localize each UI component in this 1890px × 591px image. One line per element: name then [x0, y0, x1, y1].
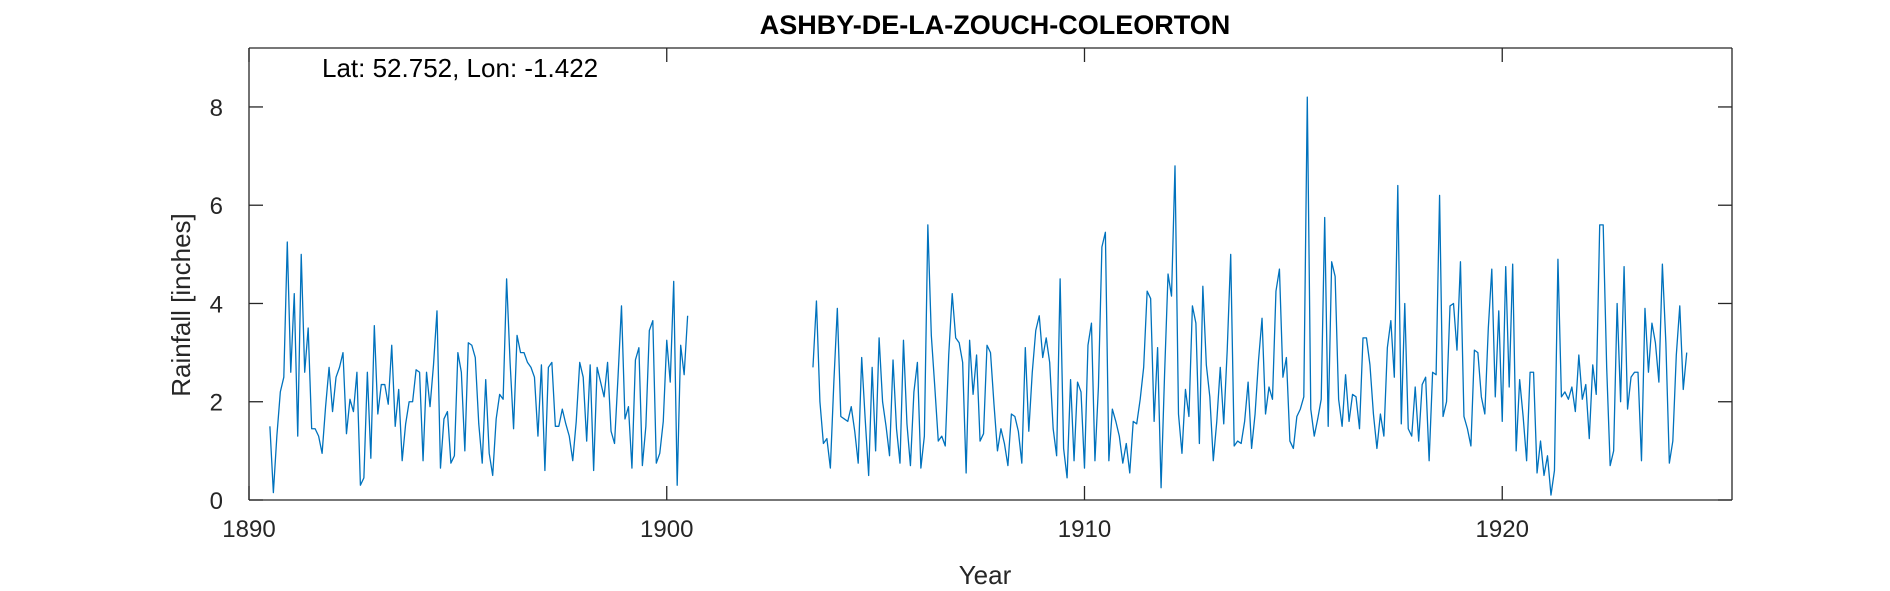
y-tick-label: 8: [210, 95, 223, 122]
series-line-segment: [269, 241, 689, 494]
y-tick-label: 2: [210, 390, 223, 417]
y-tick-label: 0: [210, 488, 223, 515]
x-tick-label: 1920: [1476, 516, 1529, 543]
axes-box: [248, 47, 1733, 501]
chart-title: ASHBY-DE-LA-ZOUCH-COLEORTON: [760, 10, 1230, 40]
x-tick-label: 1890: [222, 516, 275, 543]
y-tick-label: 4: [210, 291, 223, 318]
y-axis-label: Rainfall [inches]: [166, 213, 196, 397]
x-tick-label: 1900: [640, 516, 693, 543]
x-tick-label: 1910: [1058, 516, 1111, 543]
series-line-segment: [812, 96, 1688, 496]
tick-labels: 1890 1900 1910 1920 0 2 4 6 8: [210, 95, 1529, 543]
axis-ticks: [248, 48, 1732, 501]
location-annotation: Lat: 52.752, Lon: -1.422: [322, 53, 598, 83]
x-axis-label: Year: [959, 560, 1012, 590]
y-tick-label: 6: [210, 193, 223, 220]
rainfall-series: [269, 96, 1688, 496]
